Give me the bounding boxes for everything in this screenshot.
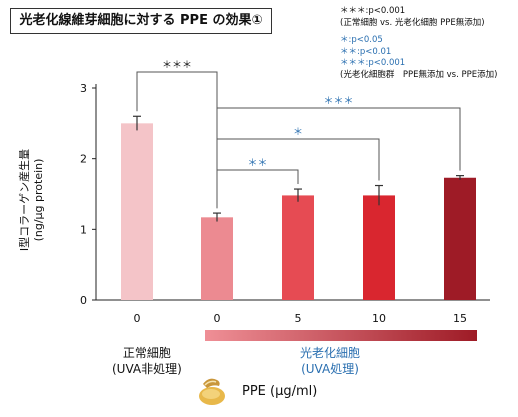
- photoaging-group-bar: [205, 330, 477, 341]
- legend-line-2: (正常細胞 vs. 光老化細胞 PPE無添加): [340, 17, 485, 28]
- bar-3: [363, 195, 395, 300]
- photoaging-cell-label-line-1: 光老化細胞: [300, 346, 361, 360]
- bar-2: [282, 195, 314, 300]
- y-tick-label-1: 1: [80, 223, 87, 236]
- legend-line-4: ＊＊:p<0.01: [340, 46, 392, 57]
- legend-line-5: ＊＊＊:p<0.001: [340, 58, 406, 68]
- y-tick-label-2: 2: [80, 153, 87, 166]
- legend-line-3: ＊:p<0.05: [340, 35, 383, 45]
- x-axis-label: PPE (μg/ml): [242, 384, 318, 399]
- legend-line-6: (光老化細胞群 PPE無添加 vs. PPE添加): [340, 69, 498, 80]
- bar-1: [201, 217, 233, 300]
- ppe-product-image: [195, 372, 229, 406]
- significance-label-0: ＊＊＊: [162, 60, 192, 71]
- significance-bracket-3: [216, 107, 461, 209]
- x-tick-label-0: 0: [134, 312, 141, 325]
- normal-cell-label: 正常細胞 (UVA非処理): [112, 345, 182, 377]
- photoaging-cell-label-line-2: (UVA処理): [301, 362, 359, 376]
- normal-cell-label-line-1: 正常細胞: [122, 346, 171, 360]
- photoaging-cell-label: 光老化細胞 (UVA処理): [300, 345, 360, 377]
- x-tick-label-3: 10: [372, 312, 386, 325]
- x-tick-label-2: 5: [295, 312, 302, 325]
- significance-label-2: ＊: [293, 127, 303, 138]
- legend-line-1: ＊＊＊:p<0.001: [340, 6, 406, 16]
- y-tick-label-3: 3: [80, 82, 87, 95]
- y-tick-label-0: 0: [80, 294, 87, 307]
- normal-cell-label-line-2: (UVA非処理): [112, 362, 182, 376]
- bar-4: [444, 177, 476, 300]
- x-tick-label-4: 15: [453, 312, 467, 325]
- x-tick-label-1: 0: [214, 312, 221, 325]
- bar-0: [121, 123, 153, 300]
- significance-legend: ＊＊＊:p<0.001 (正常細胞 vs. 光老化細胞 PPE無添加) ＊:p<…: [340, 6, 497, 81]
- chart-title: 光老化線維芽細胞に対する PPE の効果①: [10, 8, 272, 34]
- significance-label-3: ＊＊＊: [324, 96, 354, 107]
- significance-label-1: ＊＊: [248, 158, 268, 169]
